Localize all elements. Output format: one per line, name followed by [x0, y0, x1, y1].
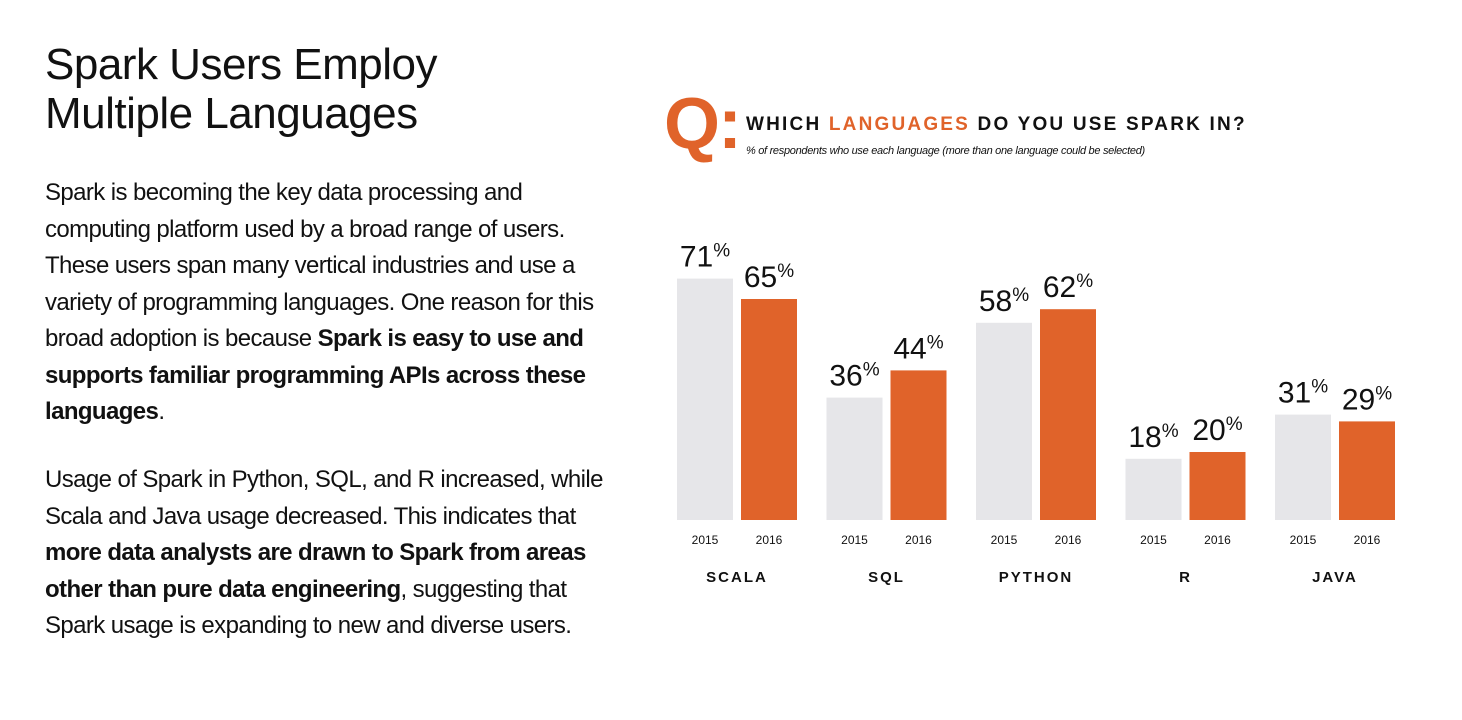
value-label-python-2016: 62% — [1043, 271, 1093, 304]
category-label-scala: SCALA — [706, 569, 768, 586]
bar-sql-2016 — [890, 370, 947, 520]
bar-r-2016 — [1189, 452, 1246, 520]
tick-label-scala-2016: 2016 — [756, 533, 783, 547]
value-label-python-2015: 58% — [979, 285, 1029, 318]
paragraph-intro-end: . — [158, 398, 165, 425]
page-title-line1: Spark Users Employ — [45, 40, 438, 89]
question-mark-letter: Q: — [664, 84, 742, 164]
category-label-sql: SQL — [868, 569, 905, 586]
value-label-sql-2016: 44% — [893, 332, 943, 365]
paragraph-intro-bold: Spark is easy to use and supports famili… — [45, 325, 586, 425]
category-label-r: R — [1179, 569, 1192, 586]
paragraph-usage-bold: more data analysts are drawn to Spark fr… — [45, 539, 586, 603]
paragraph-usage: Usage of Spark in Python, SQL, and R inc… — [45, 462, 615, 645]
tick-label-r-2016: 2016 — [1204, 533, 1231, 547]
paragraph-intro: Spark is becoming the key data processin… — [45, 175, 615, 431]
value-label-java-2015: 31% — [1278, 377, 1328, 410]
value-label-scala-2015: 71% — [680, 241, 730, 274]
value-label-r-2015: 18% — [1128, 421, 1178, 454]
value-label-java-2016: 29% — [1342, 383, 1392, 416]
bar-scala-2015 — [677, 278, 733, 520]
paragraph-usage-end: , suggesting that Spark usage is expandi… — [45, 575, 572, 640]
bar-scala-2016 — [741, 299, 797, 520]
tick-label-r-2015: 2015 — [1140, 533, 1167, 547]
chart-title: WHICH LANGUAGES DO YOU USE SPARK IN? — [746, 114, 1247, 136]
chart-title-post: DO YOU USE SPARK IN? — [970, 114, 1247, 135]
value-label-r-2016: 20% — [1192, 414, 1242, 447]
chart-title-pre: WHICH — [746, 114, 829, 135]
paragraph-usage-text: Usage of Spark in Python, SQL, and R inc… — [45, 466, 603, 530]
tick-label-python-2015: 2015 — [991, 533, 1018, 547]
bar-sql-2015 — [826, 397, 883, 520]
value-label-sql-2015: 36% — [829, 360, 879, 393]
bar-python-2016 — [1040, 309, 1096, 520]
category-label-python: PYTHON — [999, 569, 1074, 586]
page-title: Spark Users Employ Multiple Languages — [45, 40, 605, 138]
value-label-scala-2016: 65% — [744, 261, 794, 294]
tick-label-java-2016: 2016 — [1354, 533, 1381, 547]
tick-label-sql-2015: 2015 — [841, 533, 868, 547]
chart-subtitle: % of respondents who use each language (… — [746, 145, 1145, 157]
page-title-line2: Multiple Languages — [45, 89, 418, 138]
tick-label-scala-2015: 2015 — [692, 533, 719, 547]
tick-label-java-2015: 2015 — [1290, 533, 1317, 547]
bar-python-2015 — [976, 322, 1032, 520]
bar-r-2015 — [1125, 458, 1182, 520]
tick-label-sql-2016: 2016 — [905, 533, 932, 547]
tick-label-python-2016: 2016 — [1055, 533, 1082, 547]
paragraph-intro-text: Spark is becoming the key data processin… — [45, 179, 594, 352]
category-label-java: JAVA — [1312, 569, 1358, 586]
chart-title-accent: LANGUAGES — [828, 114, 971, 135]
bar-java-2016 — [1339, 421, 1395, 520]
bar-java-2015 — [1275, 414, 1331, 520]
